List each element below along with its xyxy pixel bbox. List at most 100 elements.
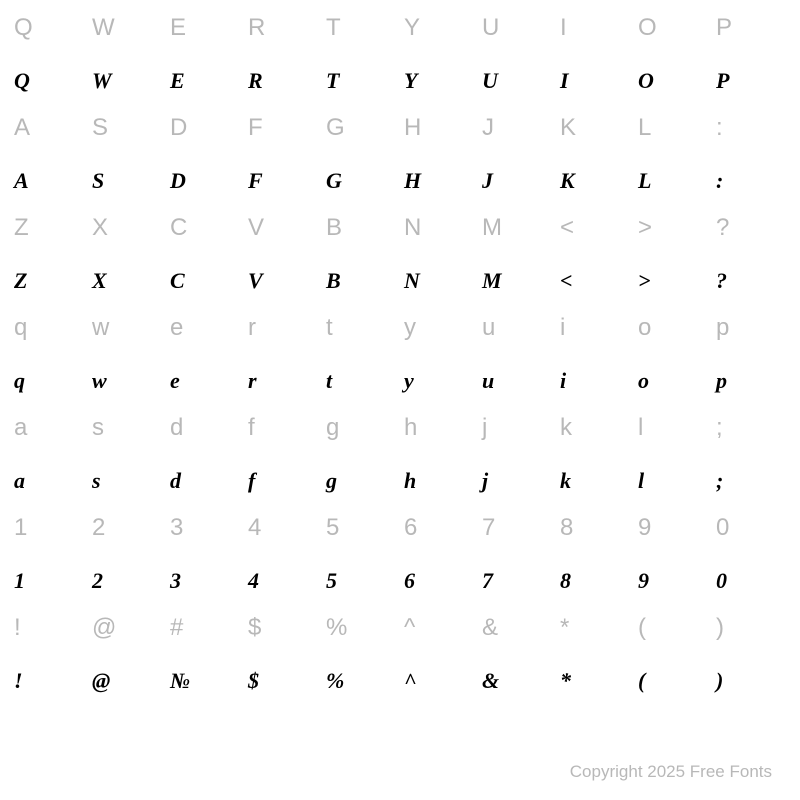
char-cell-sample: I <box>556 60 634 110</box>
char-cell-ref: R <box>244 10 322 60</box>
char-cell-ref: A <box>10 110 88 160</box>
char-cell-sample: o <box>634 360 712 410</box>
char-cell-sample: E <box>166 60 244 110</box>
reference-char: a <box>14 414 27 442</box>
char-cell-ref: u <box>478 310 556 360</box>
sample-char: X <box>92 268 107 294</box>
reference-char: $ <box>248 614 261 642</box>
reference-char: ; <box>716 414 723 442</box>
sample-char: j <box>482 468 488 494</box>
char-cell-sample: f <box>244 460 322 510</box>
reference-char: l <box>638 414 643 442</box>
char-cell-ref: W <box>88 10 166 60</box>
char-cell-sample: e <box>166 360 244 410</box>
sample-char: y <box>404 368 414 394</box>
sample-char: i <box>560 368 566 394</box>
reference-char: 7 <box>482 514 495 542</box>
char-cell-ref: L <box>634 110 712 160</box>
char-cell-ref: i <box>556 310 634 360</box>
sample-char: T <box>326 68 339 94</box>
char-cell-sample: & <box>478 660 556 710</box>
reference-char: y <box>404 314 416 342</box>
char-cell-sample: K <box>556 160 634 210</box>
reference-char: 2 <box>92 514 105 542</box>
reference-char: E <box>170 14 186 42</box>
char-cell-ref: I <box>556 10 634 60</box>
sample-char: e <box>170 368 180 394</box>
char-cell-sample: ! <box>10 660 88 710</box>
reference-char: ) <box>716 614 724 642</box>
reference-char: X <box>92 214 108 242</box>
character-map-grid: QWERTYUIOPQWERTYUIOPASDFGHJKL:ASDFGHJKL:… <box>0 0 800 710</box>
char-cell-sample: @ <box>88 660 166 710</box>
reference-char: J <box>482 114 494 142</box>
char-cell-sample: ( <box>634 660 712 710</box>
reference-char: 3 <box>170 514 183 542</box>
char-cell-ref: H <box>400 110 478 160</box>
reference-char: A <box>14 114 30 142</box>
char-cell-ref: @ <box>88 610 166 660</box>
char-cell-ref: K <box>556 110 634 160</box>
char-cell-ref: k <box>556 410 634 460</box>
reference-char: Z <box>14 214 29 242</box>
char-cell-ref: V <box>244 210 322 260</box>
sample-char: V <box>248 268 263 294</box>
char-cell-sample: D <box>166 160 244 210</box>
char-cell-sample: % <box>322 660 400 710</box>
char-cell-sample: L <box>634 160 712 210</box>
reference-char: 4 <box>248 514 261 542</box>
char-cell-ref: 5 <box>322 510 400 560</box>
reference-char: O <box>638 14 657 42</box>
reference-char: 5 <box>326 514 339 542</box>
char-cell-sample: № <box>166 660 244 710</box>
sample-char: a <box>14 468 25 494</box>
char-cell-sample: 5 <box>322 560 400 610</box>
sample-char: B <box>326 268 341 294</box>
sample-char: L <box>638 168 651 194</box>
char-cell-ref: 0 <box>712 510 790 560</box>
reference-char: < <box>560 214 574 242</box>
reference-char: G <box>326 114 345 142</box>
char-cell-ref: 6 <box>400 510 478 560</box>
reference-char: 9 <box>638 514 651 542</box>
char-cell-ref: o <box>634 310 712 360</box>
char-cell-ref: ? <box>712 210 790 260</box>
char-cell-sample: 4 <box>244 560 322 610</box>
reference-char: ( <box>638 614 646 642</box>
sample-char: ? <box>716 268 727 294</box>
reference-char: P <box>716 14 732 42</box>
sample-char: J <box>482 168 493 194</box>
char-cell-sample: ; <box>712 460 790 510</box>
char-cell-sample: X <box>88 260 166 310</box>
char-cell-sample: w <box>88 360 166 410</box>
reference-char: N <box>404 214 421 242</box>
char-cell-ref: 2 <box>88 510 166 560</box>
sample-char: $ <box>248 668 259 694</box>
char-cell-sample: t <box>322 360 400 410</box>
sample-char: : <box>716 168 723 194</box>
sample-char: @ <box>92 668 110 694</box>
char-cell-sample: ) <box>712 660 790 710</box>
sample-char: P <box>716 68 729 94</box>
char-cell-ref: & <box>478 610 556 660</box>
char-cell-sample: M <box>478 260 556 310</box>
char-cell-ref: 4 <box>244 510 322 560</box>
char-cell-sample: 3 <box>166 560 244 610</box>
copyright-text: Copyright 2025 Free Fonts <box>570 762 772 782</box>
sample-char: q <box>14 368 25 394</box>
sample-char: % <box>326 668 344 694</box>
char-cell-ref: ( <box>634 610 712 660</box>
reference-char: 6 <box>404 514 417 542</box>
reference-char: ! <box>14 614 21 642</box>
sample-char: G <box>326 168 342 194</box>
sample-char: 4 <box>248 568 259 594</box>
char-cell-sample: H <box>400 160 478 210</box>
char-cell-sample: j <box>478 460 556 510</box>
char-cell-sample: d <box>166 460 244 510</box>
char-cell-ref: ; <box>712 410 790 460</box>
char-cell-sample: Y <box>400 60 478 110</box>
char-cell-sample: k <box>556 460 634 510</box>
sample-char: O <box>638 68 654 94</box>
char-cell-sample: 0 <box>712 560 790 610</box>
char-cell-sample: 1 <box>10 560 88 610</box>
